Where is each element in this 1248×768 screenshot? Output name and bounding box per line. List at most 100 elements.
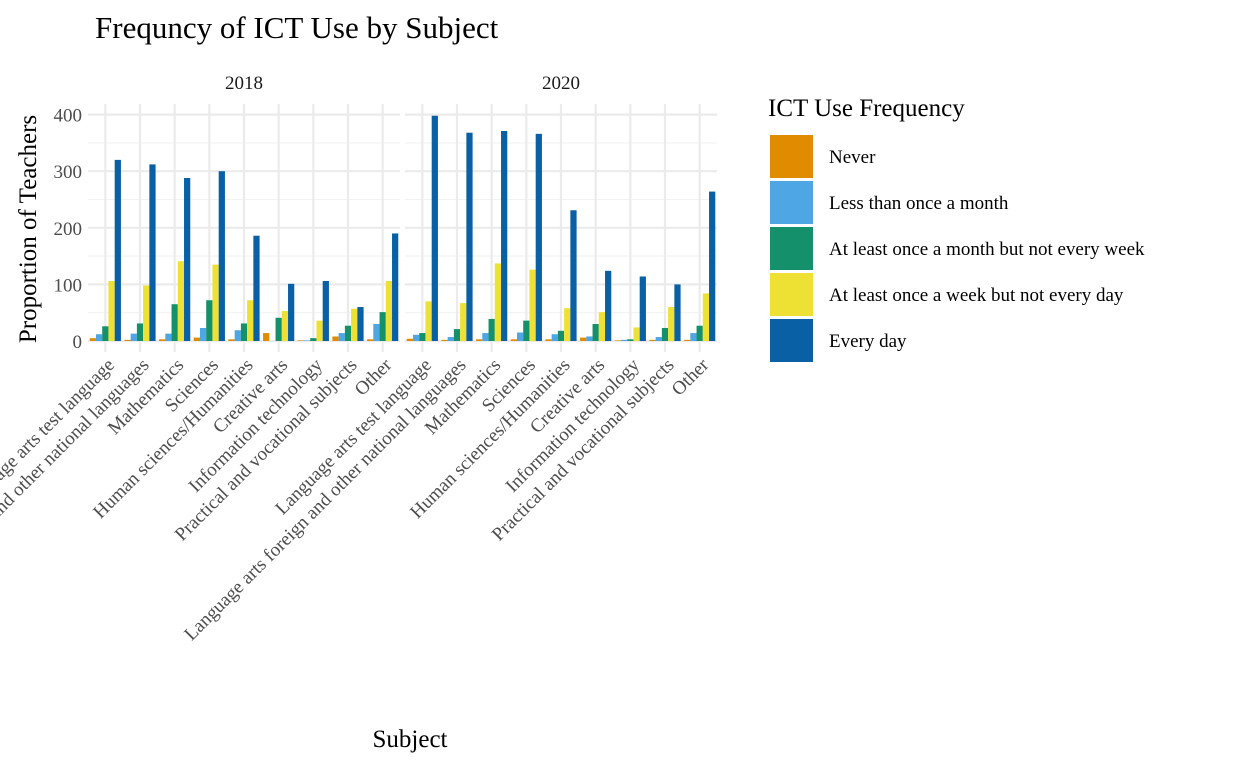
bar-2020-0-1 <box>412 334 420 341</box>
bar-2020-6-3 <box>633 327 640 341</box>
panel-label: 2018 <box>225 73 263 94</box>
bar-2020-0-4 <box>431 115 438 341</box>
bar-2018-0-4 <box>114 159 121 341</box>
bar-2018-3-0 <box>193 337 200 341</box>
bar-2018-0-1 <box>95 334 103 341</box>
bar-2018-5-3 <box>281 311 289 341</box>
y-tick-label: 100 <box>54 275 83 296</box>
bar-2018-6-3 <box>316 320 323 341</box>
bar-2018-8-1 <box>373 324 380 341</box>
bar-2018-1-1 <box>130 333 137 341</box>
bar-2020-1-1 <box>447 337 454 341</box>
x-tick-label: Other <box>668 354 714 400</box>
y-tick-label: 0 <box>73 332 83 353</box>
bar-2020-7-0 <box>649 339 656 341</box>
legend-title: ICT Use Frequency <box>768 95 965 122</box>
bar-2020-1-2 <box>453 329 461 341</box>
bar-2020-7-2 <box>661 327 669 341</box>
bar-2018-8-4 <box>392 233 399 341</box>
bar-2020-1-0 <box>441 339 448 341</box>
panel-label: 2020 <box>542 73 580 94</box>
bar-2020-2-4 <box>501 131 508 341</box>
bar-2020-2-1 <box>482 333 489 341</box>
bar-2020-3-1 <box>516 332 524 341</box>
bar-2018-4-2 <box>240 323 248 341</box>
legend: ICT Use Frequency Never Less than once a … <box>768 95 1145 362</box>
bar-2018-5-4 <box>288 283 295 341</box>
bar-2018-7-4 <box>357 307 364 341</box>
bar-2020-2-0 <box>476 339 483 341</box>
bar-2020-8-2 <box>696 325 703 341</box>
legend-key <box>770 273 813 316</box>
legend-label: Less than once a month <box>829 193 1009 214</box>
bar-2018-0-3 <box>108 281 115 341</box>
bar-2020-8-3 <box>702 293 710 341</box>
bar-2018-7-1 <box>338 333 345 341</box>
x-axis-title: Subject <box>373 726 448 753</box>
bar-2020-1-4 <box>466 132 473 341</box>
bar-2018-4-0 <box>228 339 235 341</box>
legend-key <box>770 135 813 178</box>
bar-2018-7-0 <box>332 336 339 341</box>
bar-2018-7-2 <box>344 325 352 341</box>
bar-2018-0-0 <box>89 338 96 341</box>
legend-key <box>770 181 813 224</box>
legend-label: At least once a week but not every day <box>829 285 1124 306</box>
bar-2018-3-4 <box>218 171 225 341</box>
bar-2018-7-3 <box>351 308 358 341</box>
bar-2018-2-1 <box>165 333 172 341</box>
bar-2020-2-3 <box>494 263 502 341</box>
bar-2020-8-0 <box>684 339 691 341</box>
bar-2018-4-1 <box>234 330 241 341</box>
bar-2020-4-4 <box>570 210 577 341</box>
bar-2020-8-1 <box>690 333 697 341</box>
bar-2020-4-3 <box>564 308 571 341</box>
bar-2020-4-0 <box>545 339 552 341</box>
bar-2018-2-2 <box>171 304 178 341</box>
bar-2020-3-4 <box>535 133 542 341</box>
bar-2018-5-0 <box>263 333 270 341</box>
bar-2018-5-2 <box>275 317 282 341</box>
bar-2020-6-0 <box>614 340 621 341</box>
bar-2020-3-3 <box>529 269 536 341</box>
bar-2018-6-0 <box>297 340 304 341</box>
bar-2018-0-2 <box>102 326 109 341</box>
chart-title: Frequncy of ICT Use by Subject <box>95 10 499 45</box>
y-tick-label: 400 <box>54 106 83 127</box>
bar-2020-0-0 <box>406 338 413 341</box>
bar-2018-2-3 <box>177 261 185 341</box>
bar-2020-5-3 <box>598 312 606 341</box>
bar-2018-2-4 <box>184 177 191 341</box>
bar-2018-1-3 <box>143 285 150 341</box>
y-tick-label: 200 <box>54 219 83 240</box>
bar-2018-8-0 <box>367 339 374 341</box>
bar-2020-1-3 <box>460 303 467 341</box>
bar-2018-8-2 <box>379 312 386 341</box>
bar-2020-7-4 <box>674 284 681 341</box>
legend-label: Never <box>829 147 876 168</box>
y-axis-ticks: 0 100 200 300 400 <box>54 106 83 353</box>
bar-2020-5-2 <box>592 324 599 341</box>
legend-label: Every day <box>829 331 907 352</box>
bar-2020-0-3 <box>425 301 432 341</box>
bar-2020-2-2 <box>488 318 495 341</box>
bar-2018-1-0 <box>124 339 131 341</box>
bar-2020-5-1 <box>586 336 593 341</box>
bar-2020-5-0 <box>580 337 587 341</box>
bar-2020-6-1 <box>620 339 628 341</box>
bar-2020-4-1 <box>551 334 558 341</box>
bar-2018-1-2 <box>136 323 144 341</box>
bar-2018-1-4 <box>149 164 156 341</box>
bar-2018-3-1 <box>199 327 207 341</box>
y-tick-label: 300 <box>54 162 83 183</box>
bar-2018-2-0 <box>159 339 166 341</box>
y-axis-title: Proportion of Teachers <box>15 115 42 343</box>
bar-2018-8-3 <box>385 281 393 341</box>
legend-label: At least once a month but not every week <box>829 239 1145 260</box>
bar-2018-4-4 <box>253 235 260 341</box>
legend-key <box>770 227 813 270</box>
bar-2020-3-0 <box>510 339 517 341</box>
bar-2018-4-3 <box>247 300 254 341</box>
bar-2020-7-1 <box>655 337 662 341</box>
